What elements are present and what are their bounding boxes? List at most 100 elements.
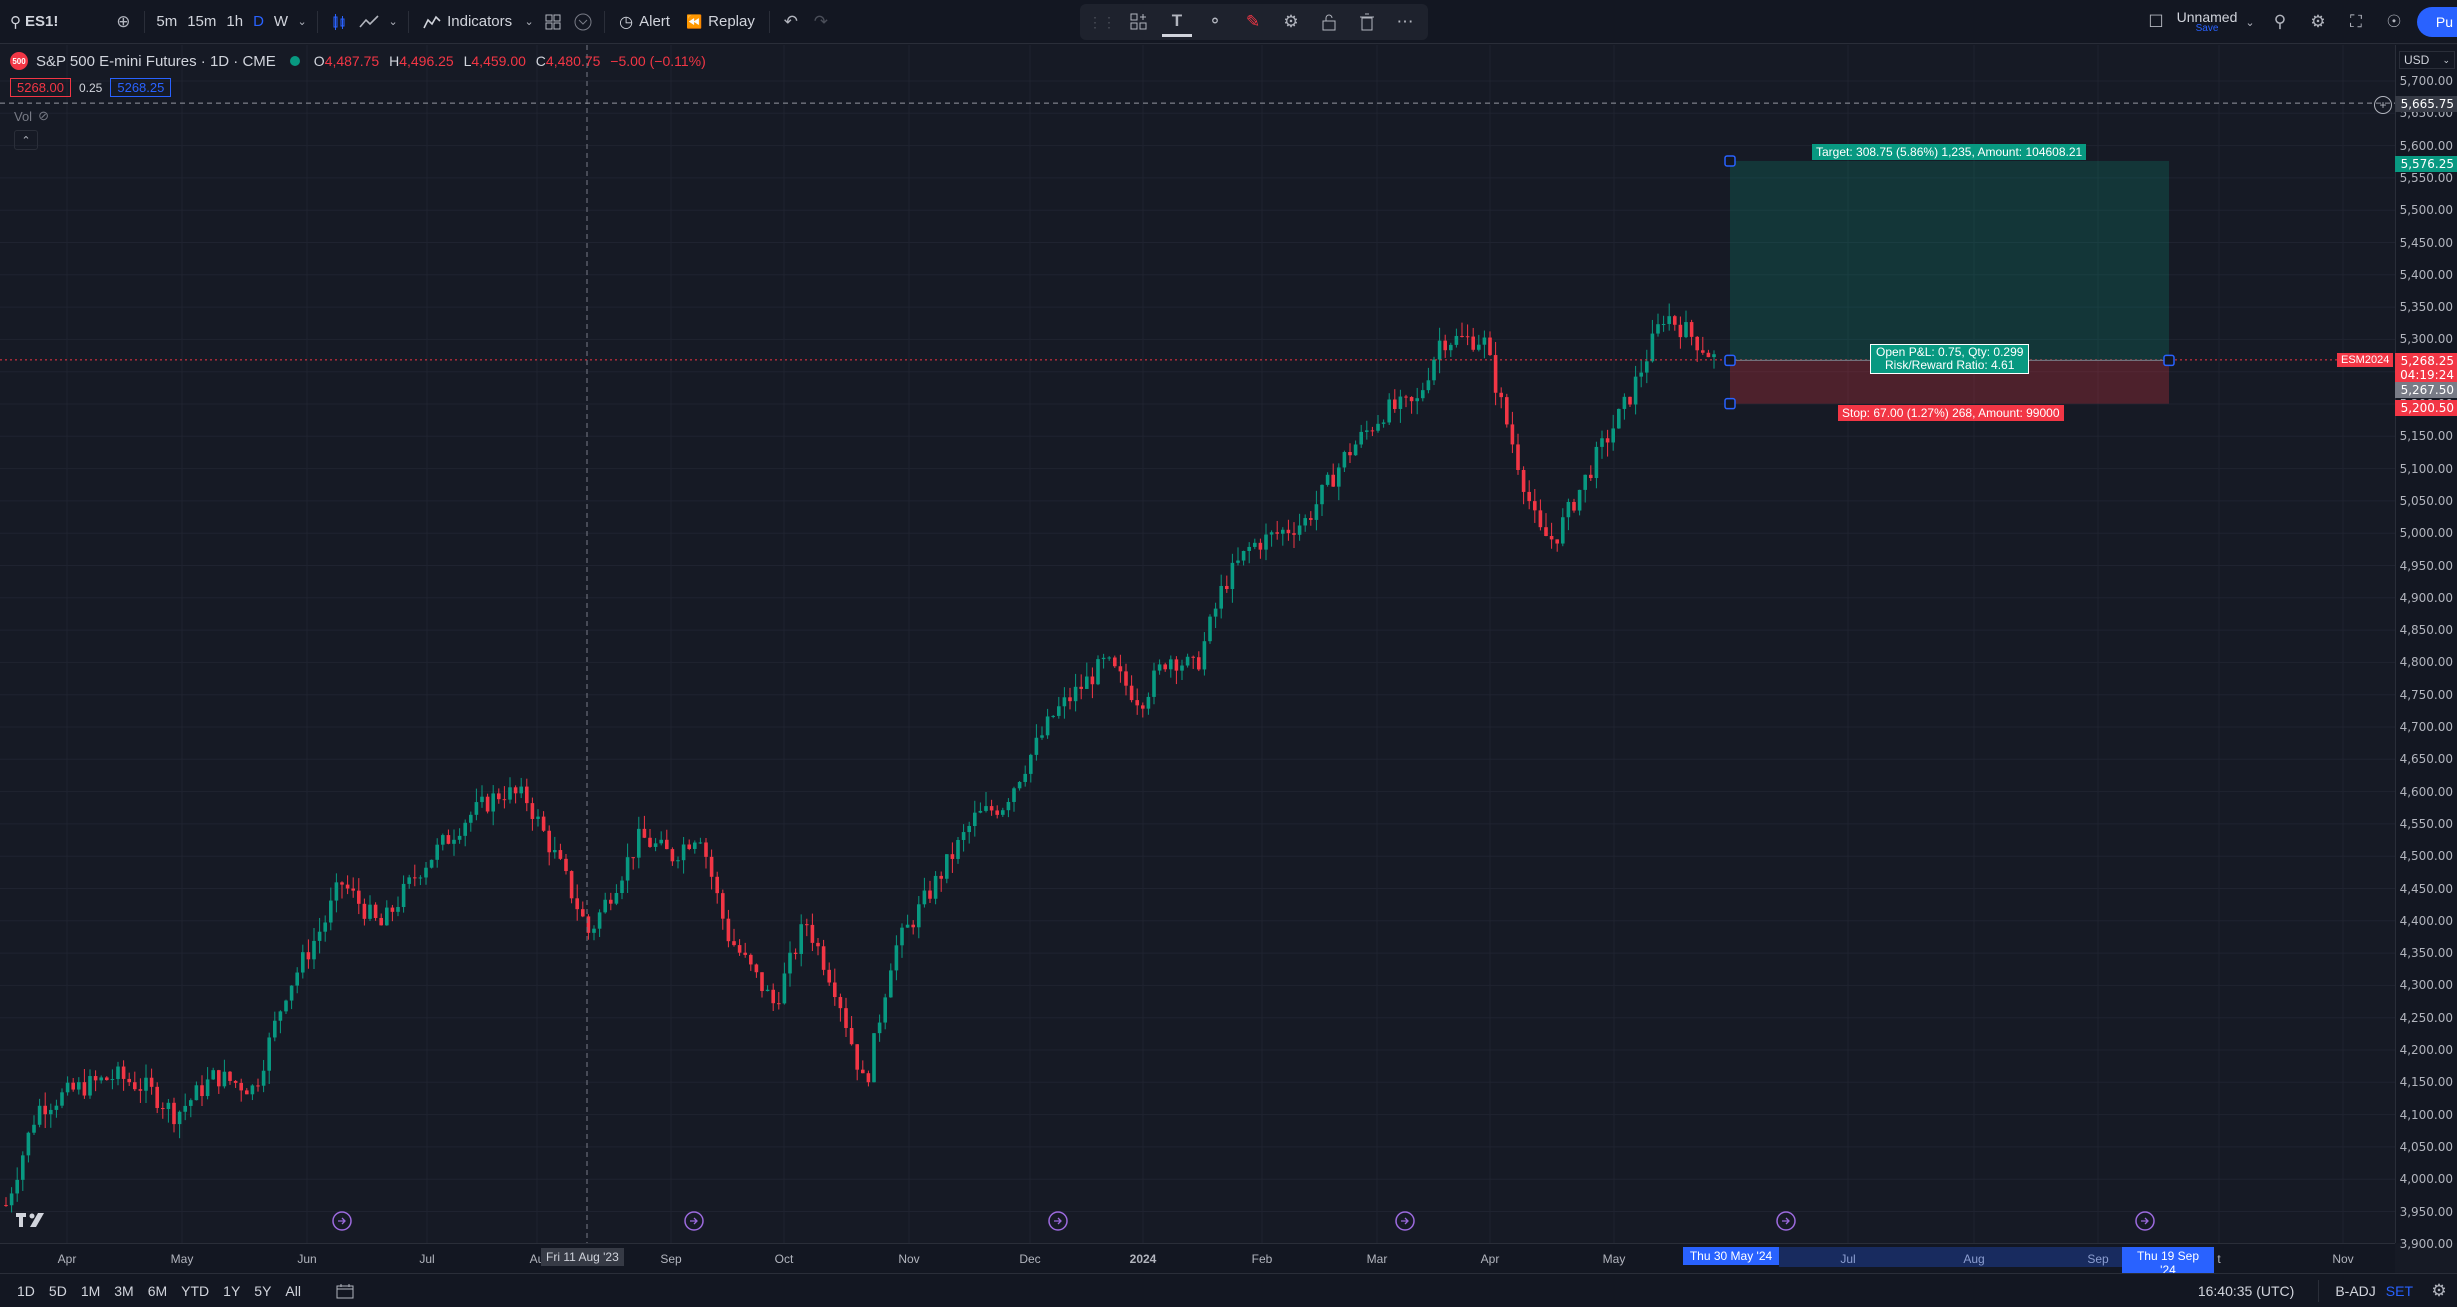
adjustment-toggle[interactable]: B-ADJ <box>2335 1282 2376 1299</box>
buy-button[interactable]: 5268.25 <box>110 78 172 97</box>
candle-body <box>121 1066 126 1079</box>
symbol-label: ES1! <box>25 13 59 30</box>
border-color-icon[interactable]: ✎ <box>1245 12 1261 31</box>
chevron-down-icon[interactable]: ⌄ <box>2245 16 2255 29</box>
publish-button[interactable]: Pu <box>2417 7 2457 37</box>
candle-body <box>205 1079 210 1097</box>
candle-body <box>519 786 523 794</box>
chevron-down-icon[interactable]: ⌄ <box>524 16 534 28</box>
utc-clock[interactable]: 16:40:35 (UTC) <box>2197 1282 2295 1299</box>
candle-body <box>737 945 742 953</box>
layout-checkbox-icon[interactable]: ☐ <box>2148 12 2164 31</box>
candle-body <box>9 1193 14 1206</box>
candle-body <box>1628 396 1632 405</box>
chart-pane[interactable] <box>0 45 2395 1243</box>
candle-body <box>1376 423 1380 431</box>
interval-d[interactable]: D <box>253 13 264 30</box>
interval-w[interactable]: W <box>273 13 289 30</box>
replay-button[interactable]: ⏪ Replay <box>678 0 763 44</box>
trash-icon[interactable] <box>1352 7 1382 37</box>
calendar-icon[interactable] <box>330 1276 360 1306</box>
text-tool-icon[interactable]: T <box>1162 7 1192 37</box>
pnl-label[interactable]: Open P&L: 0.75, Qty: 0.299 Risk/Reward R… <box>1870 344 2030 374</box>
fill-bucket-icon[interactable]: ⚬ <box>1207 12 1223 31</box>
symbol-search[interactable]: ⚲ ES1! <box>0 0 66 44</box>
time-axis[interactable]: Apr May Jun Jul Au Sep Oct Nov Dec 2024 Feb Mar Apr M… <box>0 1243 2395 1279</box>
candle-body <box>429 859 434 868</box>
range-6m[interactable]: 6M <box>147 1282 168 1299</box>
chevron-down-icon[interactable]: ⌄ <box>297 16 307 28</box>
range-5y[interactable]: 5Y <box>254 1282 272 1299</box>
camera-icon[interactable]: ☉ <box>2386 12 2402 31</box>
candle-body <box>217 1070 221 1087</box>
fullscreen-icon[interactable]: ⛶ <box>2350 12 2362 31</box>
candle-body <box>1678 324 1683 338</box>
candle-body <box>973 812 977 826</box>
candle-body <box>161 1107 165 1110</box>
session-toggle[interactable]: SET <box>2385 1282 2413 1299</box>
settings-gear-icon[interactable]: ⚙ <box>1283 12 1299 31</box>
eye-hidden-icon[interactable]: ⊘ <box>38 108 49 123</box>
trade-buttons: 5268.00 0.25 5268.25 <box>10 78 172 97</box>
currency-selector[interactable]: USD ⌄ <box>2399 51 2455 69</box>
range-3m[interactable]: 3M <box>114 1282 134 1299</box>
candle-body <box>1163 664 1167 670</box>
range-1y[interactable]: 1Y <box>223 1282 241 1299</box>
layout-grid-icon[interactable] <box>538 7 568 37</box>
price-tick-label: 4,900.00 <box>2399 590 2453 605</box>
layout-name[interactable]: Unnamed Save <box>2177 10 2238 34</box>
candlestick-chart[interactable] <box>0 45 2395 1243</box>
redo-icon[interactable]: ↷ <box>813 11 828 31</box>
price-axis[interactable]: 5,700.00 5,650.00 5,600.00 5,550.00 5,500.00… <box>2395 45 2457 1251</box>
interval-5m[interactable]: 5m <box>156 13 178 30</box>
alert-button[interactable]: ◷ Alert <box>611 0 678 44</box>
target-label[interactable]: Target: 308.75 (5.86%) 1,235, Amount: 10… <box>1812 144 2087 160</box>
candle-body <box>603 899 607 913</box>
indicators-button[interactable]: Indicators <box>415 0 520 44</box>
lock-icon[interactable] <box>1314 7 1344 37</box>
candle-body <box>1281 529 1285 534</box>
candle-body <box>1359 431 1363 445</box>
candle-body <box>133 1082 137 1090</box>
symbol-title[interactable]: S&P 500 E-mini Futures · 1D · CME <box>36 52 276 70</box>
candle-body <box>889 970 893 998</box>
range-all[interactable]: All <box>285 1282 301 1299</box>
symbol-legend: 500 S&P 500 E-mini Futures · 1D · CME O4… <box>10 52 706 70</box>
range-1d[interactable]: 1D <box>17 1282 35 1299</box>
candles-icon[interactable] <box>324 7 354 37</box>
price-tick-label: 4,450.00 <box>2399 881 2453 896</box>
candle-body <box>1387 399 1391 423</box>
interval-1h[interactable]: 1h <box>226 13 244 30</box>
range-1m[interactable]: 1M <box>80 1282 101 1299</box>
settings-gear-icon[interactable]: ⚙ <box>2310 12 2326 31</box>
collapse-legend-button[interactable]: ⌃ <box>14 130 38 150</box>
stop-label[interactable]: Stop: 67.00 (1.27%) 268, Amount: 99000 <box>1838 405 2064 421</box>
compare-add-icon[interactable]: ⊕ <box>116 11 131 31</box>
range-ytd[interactable]: YTD <box>181 1282 210 1299</box>
candle-body <box>732 941 736 946</box>
add-tool-icon[interactable] <box>1124 7 1154 37</box>
quick-search-icon[interactable]: ⚲ <box>2273 12 2287 31</box>
drag-handle-icon[interactable]: ⋮⋮ <box>1088 13 1116 30</box>
range-5d[interactable]: 5D <box>48 1282 67 1299</box>
countdown-tag: 04:19:24 <box>2395 367 2457 383</box>
economic-event-icon <box>1776 1211 1796 1231</box>
alert-label: Alert <box>639 13 670 30</box>
candle-body <box>1185 656 1190 666</box>
more-options-icon[interactable]: ⋯ <box>1396 12 1414 31</box>
candle-body <box>1309 518 1313 520</box>
settings-gear-icon[interactable]: ⚙ <box>2431 1280 2447 1300</box>
crosshair-add-icon[interactable]: + <box>2374 96 2392 114</box>
line-chart-icon[interactable] <box>354 7 384 37</box>
candle-body <box>138 1089 143 1091</box>
interval-15m[interactable]: 15m <box>187 13 217 30</box>
tradingview-logo-icon <box>30 1213 44 1227</box>
templates-chevron-icon[interactable] <box>568 7 598 37</box>
undo-icon[interactable]: ↶ <box>783 11 798 31</box>
candle-body <box>1029 754 1033 774</box>
sell-button[interactable]: 5268.00 <box>10 78 71 97</box>
volume-label[interactable]: Vol <box>14 108 33 124</box>
chevron-down-icon[interactable]: ⌄ <box>388 16 398 28</box>
price-tick-label: 5,450.00 <box>2399 235 2453 250</box>
candle-body <box>1012 788 1016 802</box>
